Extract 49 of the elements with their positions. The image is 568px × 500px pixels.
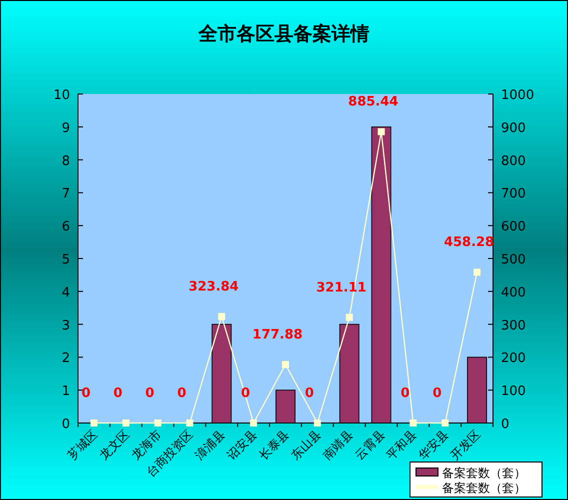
y-tick-label: 3 xyxy=(62,318,70,334)
data-label: 0 xyxy=(177,386,186,401)
point xyxy=(442,420,449,426)
y2-tick-label: 800 xyxy=(501,154,526,169)
y-tick-label: 5 xyxy=(62,252,70,268)
y2-tick-label: 500 xyxy=(501,252,526,268)
data-label: 0 xyxy=(304,386,314,401)
y-tick-label: 7 xyxy=(62,186,70,202)
point xyxy=(314,420,321,426)
point xyxy=(186,420,194,426)
point xyxy=(282,360,289,368)
data-label: 323.84 xyxy=(188,279,239,294)
point xyxy=(410,420,417,426)
point xyxy=(122,420,130,426)
y2-tick-label: 200 xyxy=(501,351,526,366)
legend-label: 备案套数（套） xyxy=(442,466,526,480)
point xyxy=(346,314,353,321)
y-tick-label: 10 xyxy=(53,88,70,103)
legend-label: 备案套数（套） xyxy=(442,481,526,495)
y-tick-label: 4 xyxy=(62,285,70,300)
data-label: 0 xyxy=(241,386,250,401)
point xyxy=(218,312,226,320)
y2-tick-label: 1000 xyxy=(501,88,534,103)
data-label: 0 xyxy=(400,386,410,401)
y-tick-label: 6 xyxy=(62,220,70,235)
point xyxy=(474,268,481,276)
point xyxy=(154,420,162,426)
data-label: 0 xyxy=(432,386,442,401)
y-tick-label: 2 xyxy=(62,351,70,366)
point xyxy=(90,420,98,426)
point xyxy=(378,128,385,136)
y2-tick-label: 300 xyxy=(501,318,526,334)
data-label: 177.88 xyxy=(252,327,303,342)
y2-tick-label: 600 xyxy=(501,220,526,235)
data-label: 0 xyxy=(145,386,154,401)
data-label: 0 xyxy=(81,386,90,401)
y2-tick-label: 700 xyxy=(501,186,526,202)
data-label: 321.11 xyxy=(316,280,366,296)
y2-tick-label: 100 xyxy=(501,384,526,400)
y2-tick-label: 400 xyxy=(501,285,526,300)
y2-tick-label: 900 xyxy=(501,120,526,136)
data-label: 0 xyxy=(113,386,122,401)
y-tick-label: 9 xyxy=(62,120,70,136)
y-tick-label: 8 xyxy=(62,154,70,169)
point xyxy=(250,420,258,426)
chart-title: 全市各区县备案详情 xyxy=(198,23,370,45)
data-label: 885.44 xyxy=(348,94,398,110)
y-tick-label: 1 xyxy=(62,384,70,400)
y2-tick-label: 0 xyxy=(501,417,510,432)
